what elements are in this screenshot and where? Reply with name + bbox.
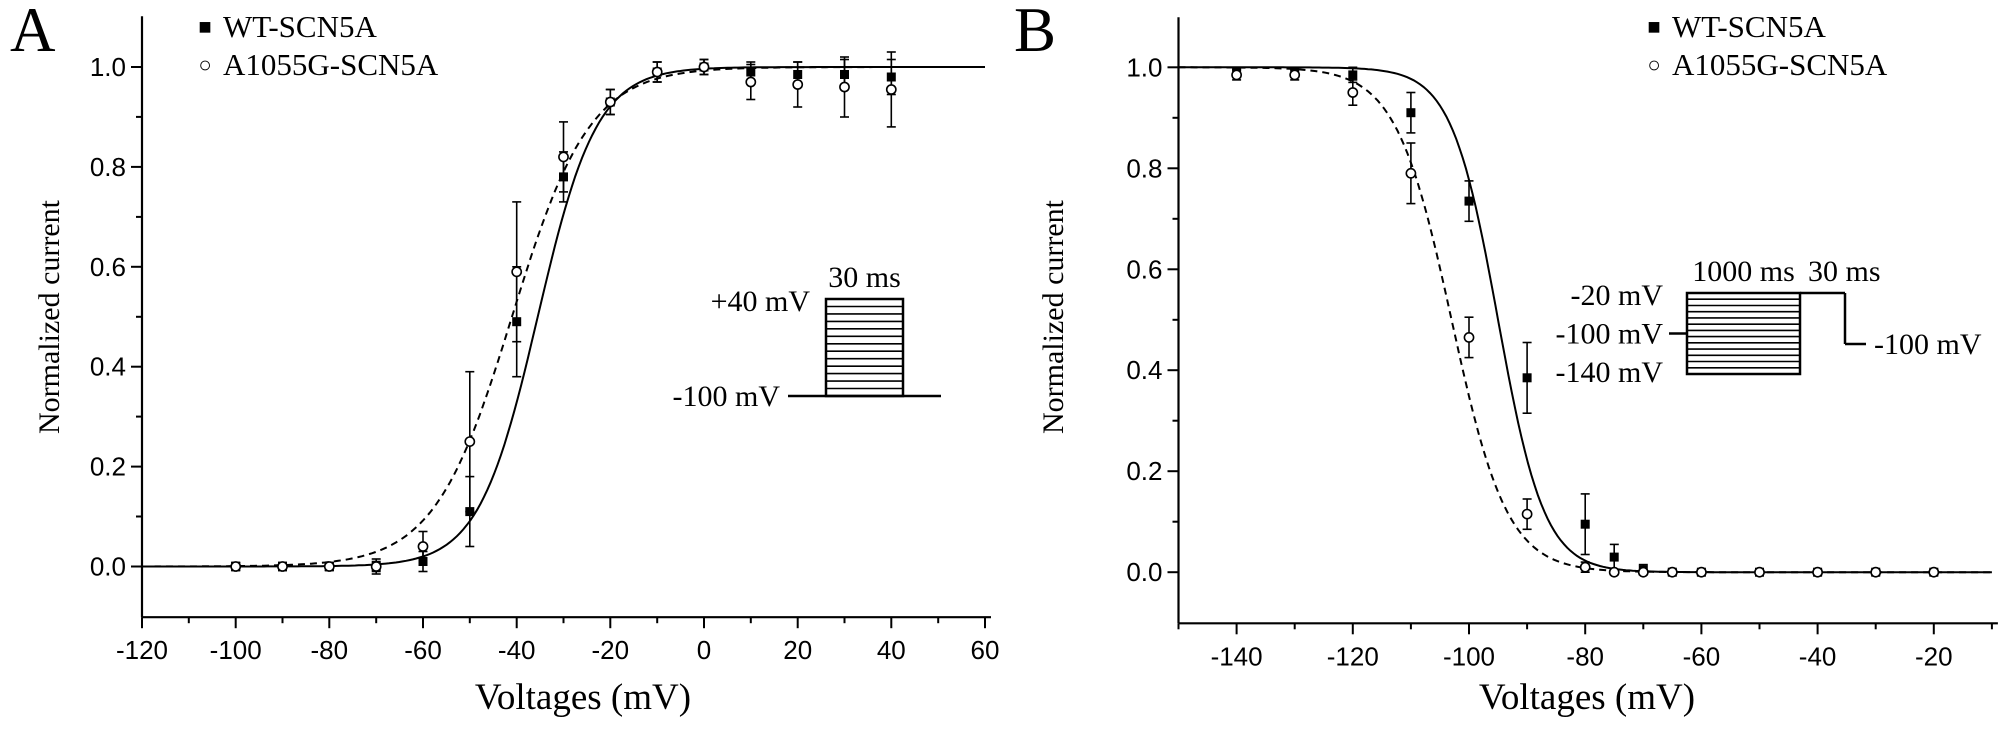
svg-text:30 ms: 30 ms — [828, 261, 901, 294]
svg-text:30 ms: 30 ms — [1808, 255, 1881, 288]
svg-text:20: 20 — [783, 635, 812, 665]
svg-text:-40: -40 — [1799, 641, 1837, 671]
svg-text:0: 0 — [697, 635, 711, 665]
svg-text:-100 mV: -100 mV — [673, 380, 781, 413]
svg-text:60: 60 — [971, 635, 1000, 665]
svg-text:-80: -80 — [311, 635, 349, 665]
svg-text:-120: -120 — [1327, 641, 1379, 671]
svg-text:-60: -60 — [1683, 641, 1721, 671]
svg-text:0.6: 0.6 — [90, 252, 126, 282]
svg-text:-20: -20 — [592, 635, 630, 665]
svg-text:-100 mV: -100 mV — [1556, 318, 1664, 351]
svg-text:-40: -40 — [498, 635, 536, 665]
svg-text:-100: -100 — [210, 635, 262, 665]
svg-text:0.0: 0.0 — [1126, 557, 1162, 587]
svg-text:0.4: 0.4 — [1126, 355, 1162, 385]
svg-text:1.0: 1.0 — [1126, 52, 1162, 82]
svg-text:0.4: 0.4 — [90, 352, 126, 382]
svg-text:-60: -60 — [404, 635, 442, 665]
svg-text:0.8: 0.8 — [90, 152, 126, 182]
svg-text:0.0: 0.0 — [90, 552, 126, 582]
svg-text:40: 40 — [877, 635, 906, 665]
svg-text:-100: -100 — [1443, 641, 1495, 671]
svg-text:-120: -120 — [116, 635, 168, 665]
svg-text:-20 mV: -20 mV — [1571, 279, 1664, 312]
svg-text:-140 mV: -140 mV — [1556, 356, 1664, 389]
svg-text:0.2: 0.2 — [1126, 456, 1162, 486]
svg-text:-140: -140 — [1211, 641, 1263, 671]
svg-text:1000 ms: 1000 ms — [1692, 255, 1795, 288]
svg-text:0.8: 0.8 — [1126, 153, 1162, 183]
svg-text:1.0: 1.0 — [90, 52, 126, 82]
svg-text:+40 mV: +40 mV — [711, 285, 811, 318]
svg-text:-20: -20 — [1915, 641, 1953, 671]
svg-text:-100 mV: -100 mV — [1874, 328, 1982, 361]
svg-text:0.2: 0.2 — [90, 452, 126, 482]
svg-text:-80: -80 — [1566, 641, 1604, 671]
svg-text:0.6: 0.6 — [1126, 254, 1162, 284]
